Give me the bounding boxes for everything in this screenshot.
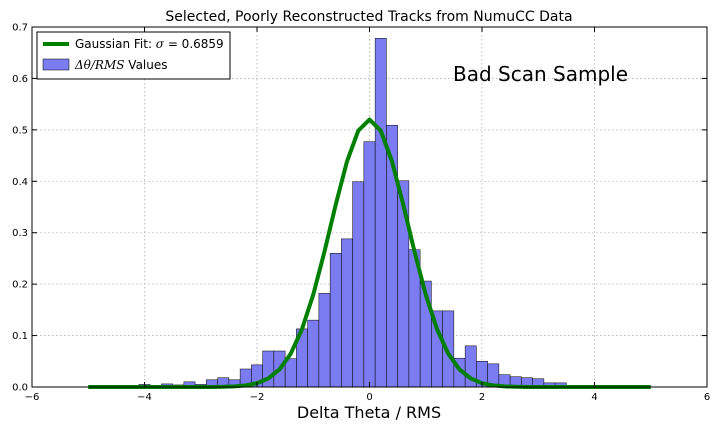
x-tick-label: −2 [250, 392, 265, 403]
legend-box [36, 31, 231, 80]
histogram-bar [374, 38, 387, 388]
x-tick-label: −6 [25, 392, 40, 403]
legend-histogram-swatch [42, 58, 70, 71]
y-tick-label: 0.7 [12, 23, 28, 34]
histogram-bar [318, 293, 331, 388]
y-tick-label: 0.3 [12, 228, 28, 239]
chart-title: Selected, Poorly Reconstructed Tracks fr… [165, 9, 572, 25]
y-tick-label: 0.6 [12, 74, 28, 85]
x-tick-label: −4 [137, 392, 152, 403]
legend: Gaussian Fit: σ = 0.6859 Δθ/RMS Values [36, 31, 231, 80]
x-axis-label: Delta Theta / RMS [297, 403, 441, 422]
legend-fit-label: Gaussian Fit: σ = 0.6859 [75, 37, 224, 51]
x-tick-label: 2 [479, 392, 485, 403]
y-tick-label: 0.4 [12, 177, 28, 188]
y-tick-label: 0.5 [12, 125, 28, 136]
histogram-bar [363, 141, 376, 388]
x-tick-label: 6 [704, 392, 710, 403]
legend-histogram-label: Δθ/RMS Values [74, 58, 168, 72]
axis-ticks: −6 −4 −2 0 2 4 6 0.0 0.1 0.2 0.3 0.4 0.5 0.6 0.7 [12, 23, 710, 404]
histogram-bars [93, 38, 646, 388]
histogram-bar [284, 358, 297, 388]
bad-scan-annotation: Bad Scan Sample [453, 62, 628, 86]
x-tick-label: 4 [591, 392, 597, 403]
y-tick-label: 0.0 [12, 383, 28, 394]
histogram-bar [352, 181, 365, 388]
histogram-bar [329, 253, 342, 388]
x-tick-label: 0 [366, 392, 372, 403]
histogram-bar [307, 319, 320, 388]
y-tick-label: 0.2 [12, 280, 28, 291]
histogram-bar [341, 238, 353, 388]
y-tick-label: 0.1 [12, 331, 28, 342]
